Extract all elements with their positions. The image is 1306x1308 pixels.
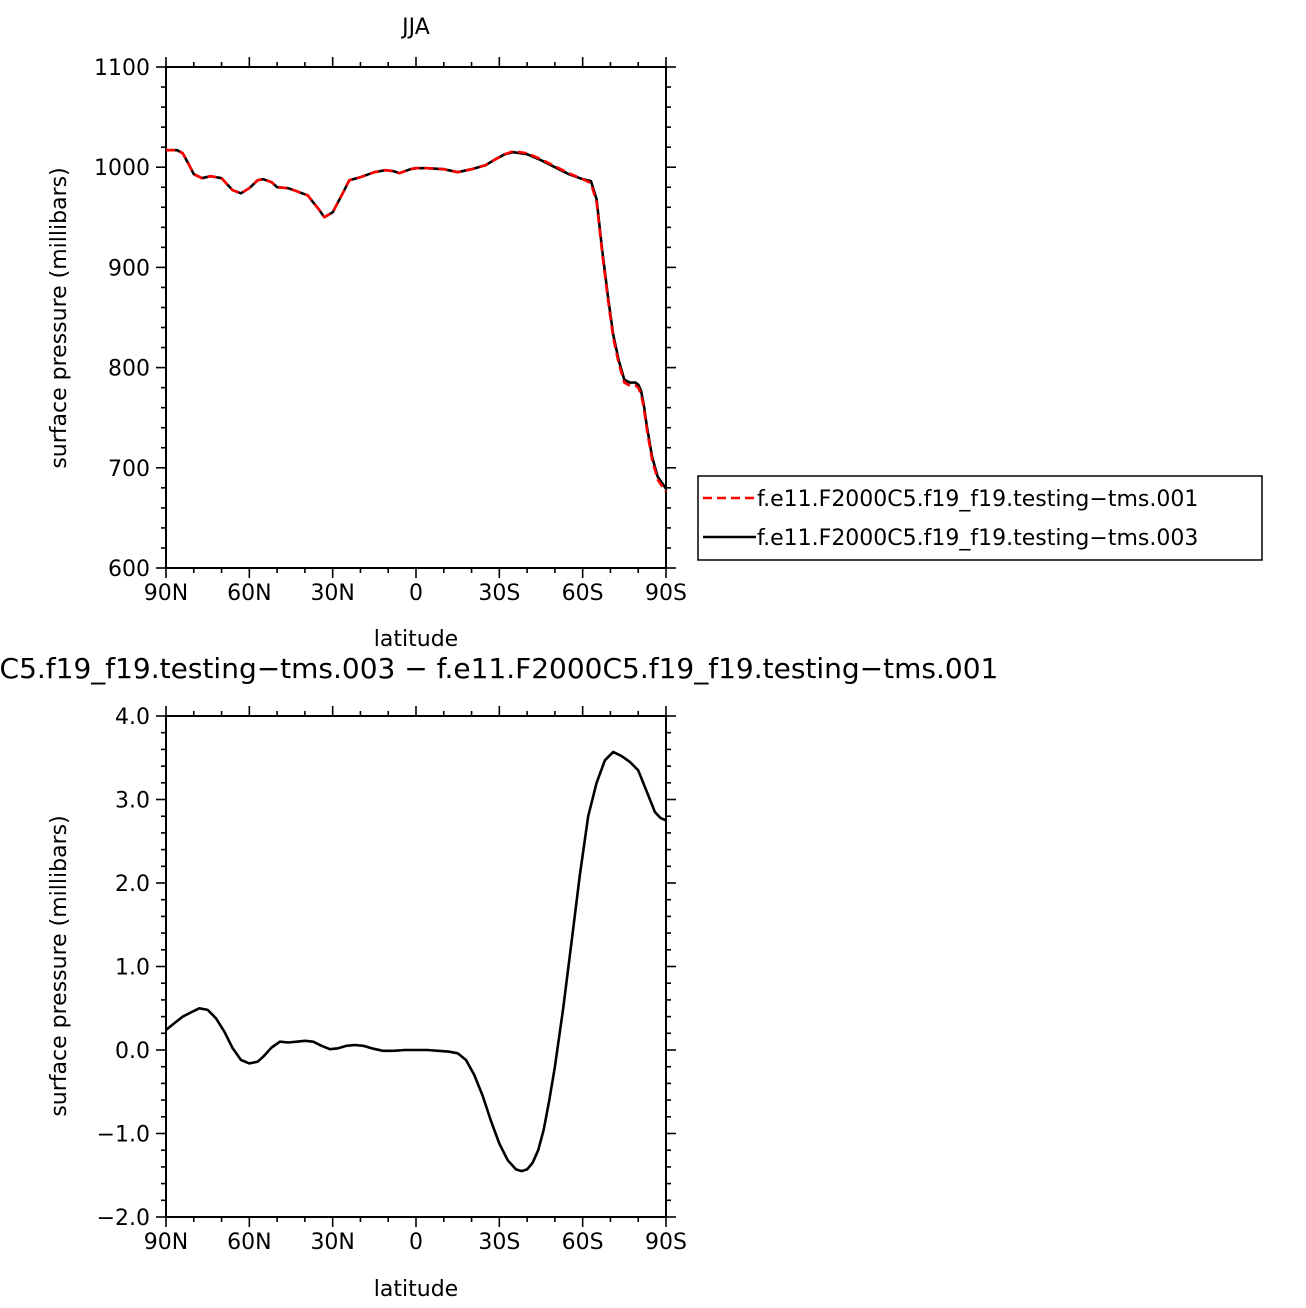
bottom-x-tick-label: 30N <box>310 1230 354 1255</box>
bottom-chart-title: f.e11.F2000C5.f19_f19.testing−tms.003 − … <box>0 652 998 685</box>
top-y-tick-label: 700 <box>108 457 150 482</box>
bottom-series-line-0 <box>165 750 667 1173</box>
top-x-tick-label: 60S <box>562 581 604 606</box>
top-y-tick-label: 900 <box>108 256 150 281</box>
bottom-x-tick-label: 60N <box>227 1230 271 1255</box>
bottom-x-tick-label: 90S <box>645 1230 687 1255</box>
bottom-x-tick-label: 0 <box>409 1230 423 1255</box>
top-x-tick-label: 90S <box>645 581 687 606</box>
bottom-y-tick-label: 2.0 <box>115 872 150 897</box>
top-panel: JJA 90N 60N 30N 0 30S 60S 90S 600 700 800 900 1000 1… <box>47 15 1263 652</box>
top-y-tick-label: 1000 <box>94 156 150 181</box>
top-series-line-0 <box>166 148 668 493</box>
bottom-plot-area: 90N 60N 30N 0 30S 60S 90S −2.0 −1.0 0.0 1.0 2.0 3.0 4… <box>97 705 687 1255</box>
bottom-plot-frame <box>165 715 667 1218</box>
top-y-axis-label: surface pressure (millibars) <box>47 167 72 468</box>
top-y-tick-label: 800 <box>108 357 150 382</box>
bottom-x-tick-label: 30S <box>478 1230 520 1255</box>
top-x-tick-label: 30N <box>310 581 354 606</box>
top-x-tick-label: 30S <box>478 581 520 606</box>
top-x-tick-label: 0 <box>409 581 423 606</box>
bottom-panel: f.e11.F2000C5.f19_f19.testing−tms.003 − … <box>0 652 998 1302</box>
top-x-tick-label: 60N <box>227 581 271 606</box>
bottom-x-tick-label: 60S <box>562 1230 604 1255</box>
top-series-group <box>166 148 668 493</box>
top-plot-area: 90N 60N 30N 0 30S 60S 90S 600 700 800 900 1000 1100 <box>94 56 687 606</box>
bottom-y-tick-label: 4.0 <box>115 705 150 730</box>
top-plot-frame <box>165 66 667 569</box>
bottom-x-axis-label: latitude <box>374 1277 458 1302</box>
top-ticks: 90N 60N 30N 0 30S 60S 90S 600 700 800 900 1000 1100 <box>94 56 687 606</box>
top-series-line-1 <box>166 148 668 490</box>
legend-box <box>697 475 1263 561</box>
bottom-x-tick-label: 90N <box>144 1230 188 1255</box>
bottom-y-tick-label: 0.0 <box>115 1039 150 1064</box>
bottom-series-group <box>165 750 667 1173</box>
bottom-y-axis-label: surface pressure (millibars) <box>47 815 72 1116</box>
top-y-tick-label: 1100 <box>94 56 150 81</box>
top-chart-title: JJA <box>400 15 430 40</box>
top-x-tick-label: 90N <box>144 581 188 606</box>
top-x-axis-label: latitude <box>374 627 458 652</box>
legend-label-003: f.e11.F2000C5.f19_f19.testing−tms.003 <box>757 526 1198 551</box>
bottom-y-tick-label: −1.0 <box>97 1123 150 1148</box>
legend-label-001: f.e11.F2000C5.f19_f19.testing−tms.001 <box>757 487 1198 512</box>
bottom-y-tick-label: −2.0 <box>97 1206 150 1231</box>
top-y-tick-label: 600 <box>108 557 150 582</box>
legend: f.e11.F2000C5.f19_f19.testing−tms.001 f.… <box>697 475 1263 561</box>
bottom-ticks: 90N 60N 30N 0 30S 60S 90S −2.0 −1.0 0.0 1.0 2.0 3.0 4… <box>97 705 687 1255</box>
bottom-y-tick-label: 1.0 <box>115 956 150 981</box>
bottom-y-tick-label: 3.0 <box>115 789 150 814</box>
